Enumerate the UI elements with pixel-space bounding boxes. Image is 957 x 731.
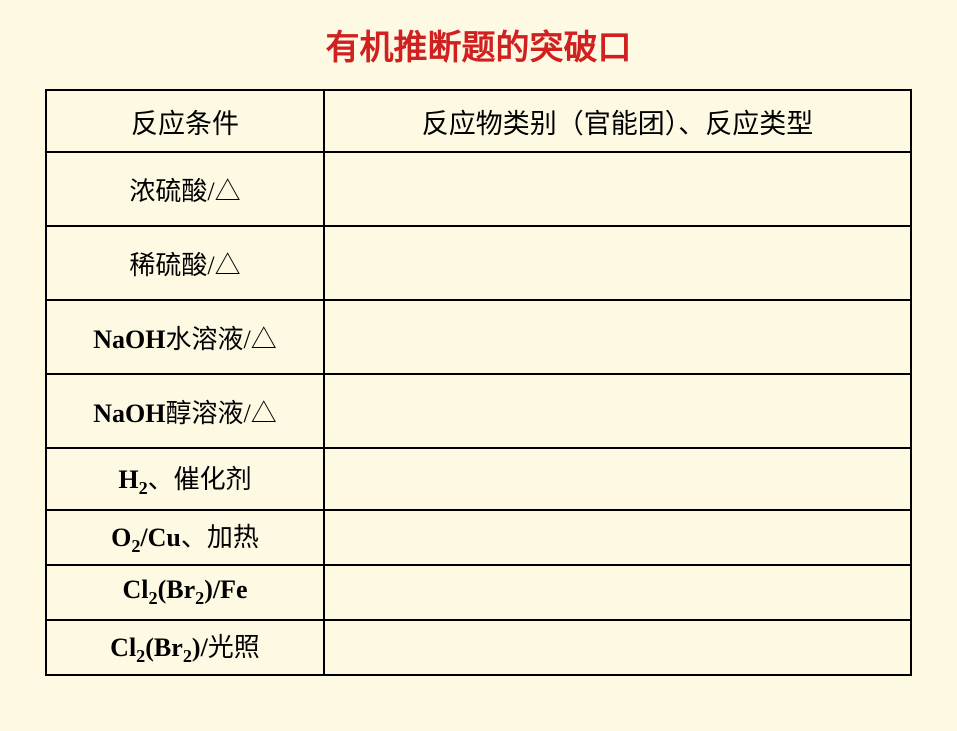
condition-cell: O2/Cu、加热	[46, 510, 324, 565]
condition-cell: NaOH水溶液/△	[46, 300, 324, 374]
page-title: 有机推断题的突破口	[45, 20, 912, 69]
header-col2: 反应物类别（官能团）、反应类型	[324, 90, 911, 152]
result-cell	[324, 374, 911, 448]
result-cell	[324, 152, 911, 226]
table-row: Cl2(Br2)/光照	[46, 620, 911, 675]
condition-cell: Cl2(Br2)/光照	[46, 620, 324, 675]
result-cell	[324, 448, 911, 510]
table-row: O2/Cu、加热	[46, 510, 911, 565]
table-row: NaOH醇溶液/△	[46, 374, 911, 448]
table-header-row: 反应条件 反应物类别（官能团）、反应类型	[46, 90, 911, 152]
condition-cell: Cl2(Br2)/Fe	[46, 565, 324, 620]
condition-cell: H2、催化剂	[46, 448, 324, 510]
result-cell	[324, 510, 911, 565]
condition-cell: 浓硫酸/△	[46, 152, 324, 226]
condition-cell: 稀硫酸/△	[46, 226, 324, 300]
table-row: NaOH水溶液/△	[46, 300, 911, 374]
result-cell	[324, 620, 911, 675]
result-cell	[324, 565, 911, 620]
table-row: H2、催化剂	[46, 448, 911, 510]
table-row: 稀硫酸/△	[46, 226, 911, 300]
header-col1: 反应条件	[46, 90, 324, 152]
result-cell	[324, 300, 911, 374]
table-row: Cl2(Br2)/Fe	[46, 565, 911, 620]
table-row: 浓硫酸/△	[46, 152, 911, 226]
result-cell	[324, 226, 911, 300]
condition-cell: NaOH醇溶液/△	[46, 374, 324, 448]
reaction-table: 反应条件 反应物类别（官能团）、反应类型 浓硫酸/△ 稀硫酸/△ NaOH水溶液…	[45, 89, 912, 676]
